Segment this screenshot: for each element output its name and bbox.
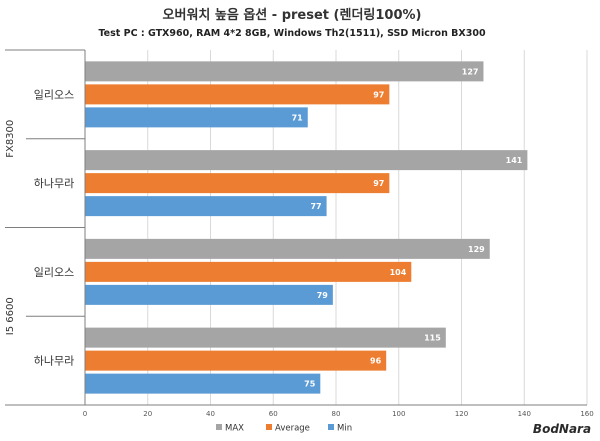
legend-entry: MAX [225, 424, 244, 434]
data-label: 141 [506, 156, 523, 165]
data-label: 75 [304, 380, 316, 389]
legend: MAX Average Min [216, 424, 352, 434]
x-tick-label: 140 [518, 410, 531, 418]
chart-title: 오버워치 높음 옵션 - preset (렌더링100%) [163, 7, 422, 23]
bar-average [85, 350, 387, 371]
data-label: 71 [292, 113, 304, 122]
legend-swatch [328, 424, 334, 430]
x-tick-label: 20 [143, 410, 152, 418]
data-label: 104 [390, 268, 407, 277]
bar-average [85, 84, 390, 105]
group-label: FX8300 [5, 120, 16, 158]
watermark-logo: BodNara [533, 422, 591, 436]
chart-subtitle: Test PC : GTX960, RAM 4*2 8GB, Windows T… [98, 28, 486, 39]
legend-entry: Average [275, 424, 310, 434]
axes [5, 49, 587, 406]
bar-max [85, 238, 490, 259]
bar-average [85, 173, 390, 194]
bar-min [85, 284, 333, 305]
legend-swatch [266, 424, 272, 430]
legend-entry: Min [337, 424, 352, 434]
category-label: 일리오스 [34, 87, 74, 101]
data-label: 96 [370, 357, 382, 366]
bar-average [85, 261, 412, 282]
legend-swatch [216, 424, 222, 430]
category-label: 하나무라 [34, 176, 74, 190]
data-label: 97 [373, 90, 384, 99]
x-tick-label: 40 [206, 410, 215, 418]
bar-min [85, 373, 321, 394]
data-label: 97 [373, 179, 384, 188]
bar-max [85, 150, 528, 171]
bar-max [85, 327, 446, 348]
bar-min [85, 107, 308, 128]
bars: 127 97 71 141 97 77 129 104 79 115 96 75 [85, 61, 528, 394]
category-label: 하나무라 [34, 354, 74, 368]
category-label: 일리오스 [34, 265, 74, 279]
data-label: 79 [317, 291, 329, 300]
x-tick-label: 120 [455, 410, 468, 418]
data-label: 115 [424, 334, 441, 343]
x-tick-label: 100 [392, 410, 405, 418]
x-tick-label: 160 [580, 410, 593, 418]
data-label: 77 [310, 202, 321, 211]
data-label: 127 [462, 67, 479, 76]
data-label: 129 [468, 245, 485, 254]
x-tick-labels: 0 20 40 60 80 100 120 140 160 [83, 410, 594, 418]
x-tick-label: 80 [332, 410, 341, 418]
bar-min [85, 196, 327, 217]
group-label: I5 6600 [5, 297, 16, 335]
bar-max [85, 61, 484, 82]
x-tick-label: 60 [269, 410, 278, 418]
x-tick-label: 0 [83, 410, 87, 418]
